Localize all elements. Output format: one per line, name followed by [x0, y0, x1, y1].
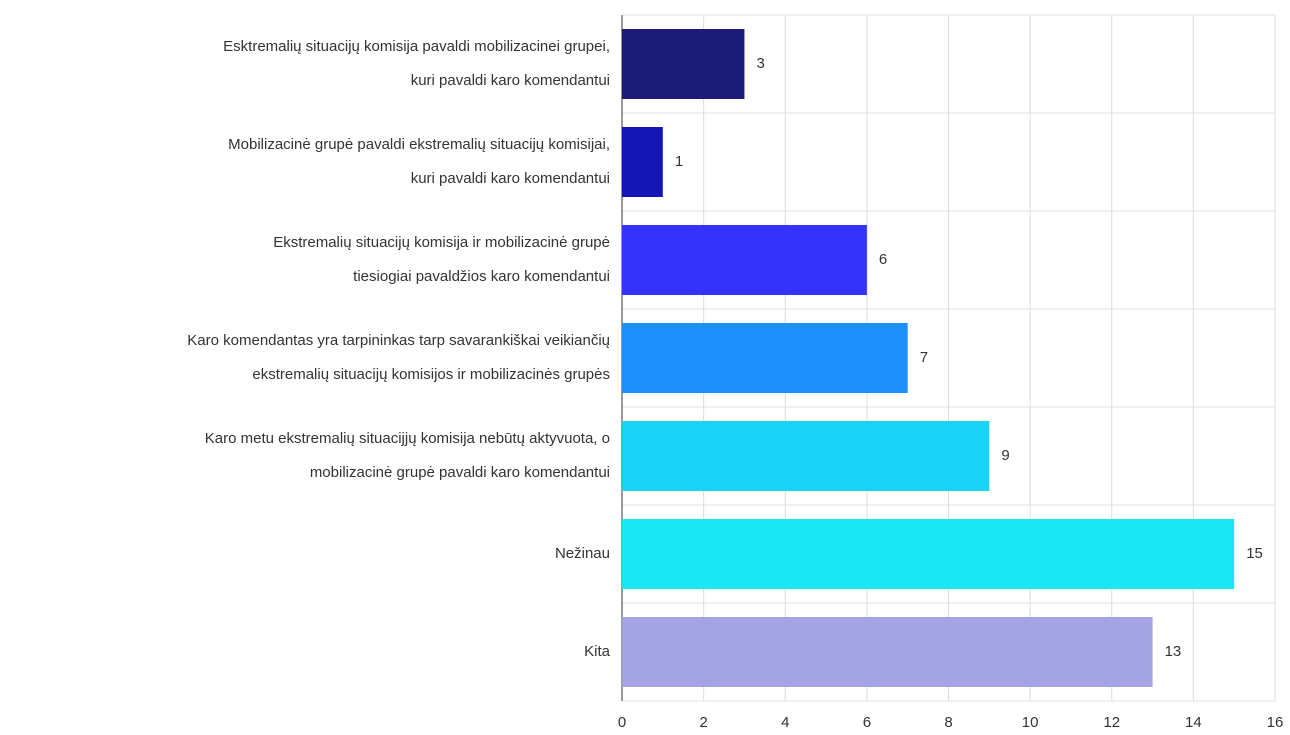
value-label: 15: [1246, 545, 1263, 562]
bar: [622, 421, 990, 491]
x-tick-label: 2: [699, 714, 707, 731]
y-tick-label: ekstremalių situacijų komisijos ir mobil…: [252, 366, 610, 383]
y-tick-label: Mobilizacinė grupė pavaldi ekstremalių s…: [228, 136, 610, 153]
y-tick-label: Ekstremalių situacijų komisija ir mobili…: [273, 234, 610, 251]
y-tick-label: Esktremalių situacijų komisija pavaldi m…: [223, 38, 610, 55]
x-tick-label: 16: [1267, 714, 1284, 731]
x-tick-label: 0: [618, 714, 626, 731]
value-label: 3: [756, 55, 764, 72]
bar: [622, 323, 908, 393]
bar: [622, 225, 867, 295]
bar: [622, 29, 745, 99]
bar: [622, 127, 663, 197]
y-tick-label: kuri pavaldi karo komendantui: [411, 72, 610, 89]
x-tick-label: 8: [944, 714, 952, 731]
y-tick-label: Karo komendantas yra tarpininkas tarp sa…: [187, 332, 610, 349]
bar: [622, 617, 1153, 687]
x-tick-label: 10: [1022, 714, 1039, 731]
value-label: 1: [675, 153, 683, 170]
value-label: 9: [1001, 447, 1009, 464]
x-tick-label: 6: [863, 714, 871, 731]
y-tick-label: tiesiogiai pavaldžios karo komendantui: [353, 268, 610, 285]
value-label: 7: [920, 349, 928, 366]
y-tick-label: mobilizacinė grupė pavaldi karo komendan…: [310, 464, 610, 481]
y-tick-label: Karo metu ekstremalių situacijjų komisij…: [205, 430, 610, 447]
value-label: 13: [1165, 643, 1182, 660]
value-label: 6: [879, 251, 887, 268]
y-tick-label: Nežinau: [555, 545, 610, 562]
x-tick-label: 4: [781, 714, 789, 731]
y-tick-label: Kita: [584, 643, 611, 660]
x-tick-label: 14: [1185, 714, 1202, 731]
x-tick-label: 12: [1103, 714, 1120, 731]
y-tick-label: kuri pavaldi karo komendantui: [411, 170, 610, 187]
bar: [622, 519, 1235, 589]
